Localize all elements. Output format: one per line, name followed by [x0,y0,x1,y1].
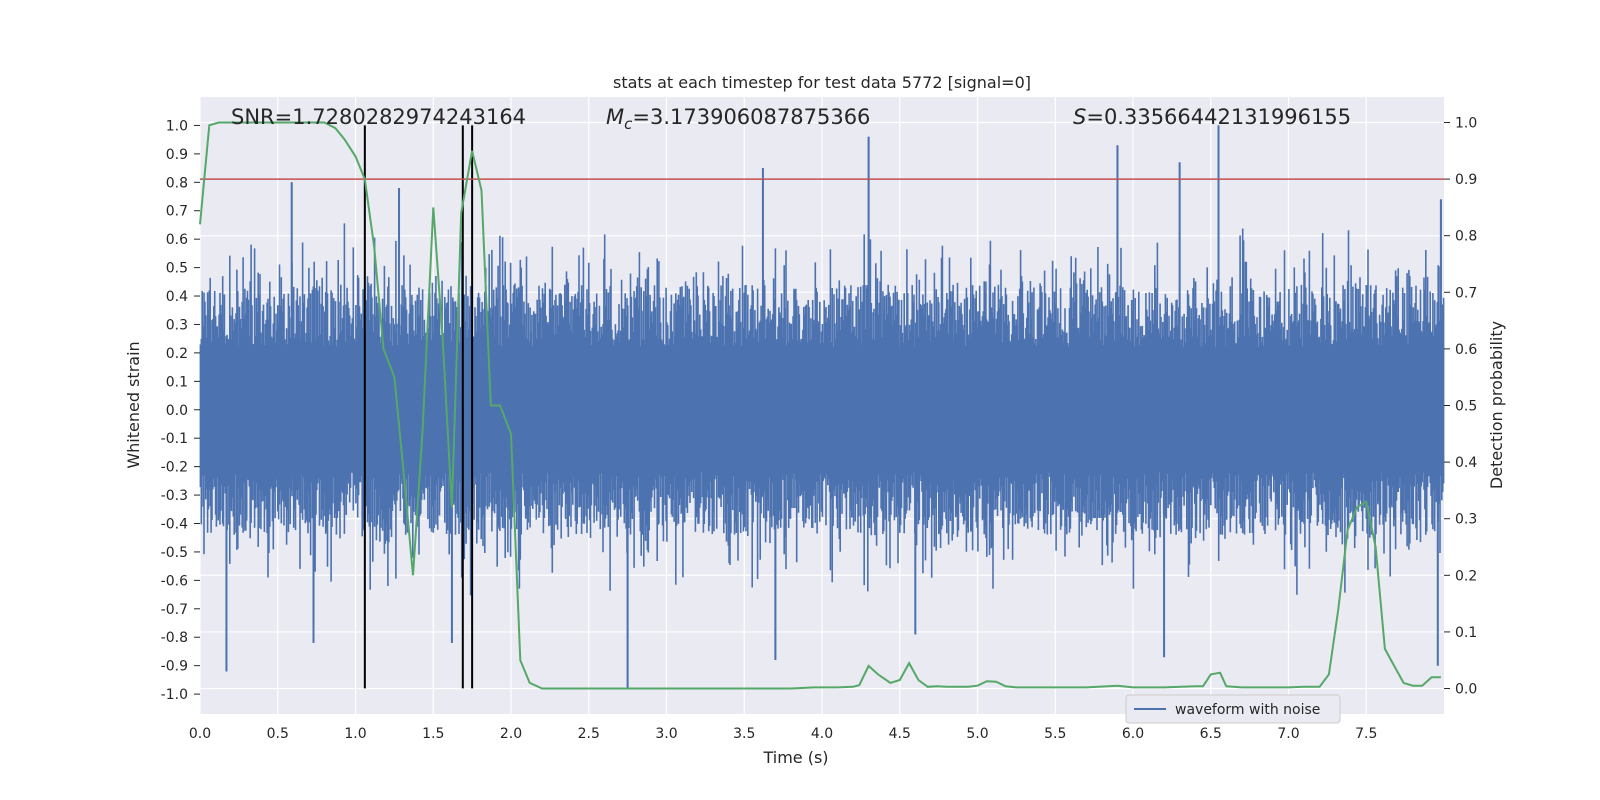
y-left-tick-label: 0.0 [166,403,188,419]
x-tick-label: 4.0 [811,726,833,742]
y-left-tick-label: -0.1 [161,431,188,447]
vertical-markers [363,125,474,689]
y-left-tick-label: 0.5 [166,261,188,277]
y-axis-left-ticks: 1.0 0.9 0.8 0.7 0.6 0.5 0.4 0.3 0.2 0.1 0.0 -0.1 -0.… [161,118,200,703]
x-tick-label: 2.5 [578,726,600,742]
x-tick-label: 6.0 [1122,726,1144,742]
y-right-tick-label: 0.5 [1455,399,1477,415]
y-left-tick-label: -0.9 [161,659,188,675]
y-left-tick-label: 0.1 [166,374,188,390]
legend-box [1125,694,1341,724]
snr-annotation: SNR=1.7280282974243164 [231,105,526,129]
x-tick-label: 3.0 [655,726,677,742]
detection-probability-line [199,121,1441,690]
y-left-tick-label: -0.4 [161,516,188,532]
y-right-tick-label: 0.6 [1455,342,1477,358]
x-tick-label: 1.5 [422,726,444,742]
y-right-tick-label: 1.0 [1455,115,1477,131]
legend: waveform with noise [1125,694,1341,724]
y-axis-left-label: Whitened strain [124,341,143,468]
s-value: =0.33566442131996155 [1086,105,1351,129]
x-tick-label: 1.0 [344,726,366,742]
y-left-tick-label: 0.9 [166,147,188,163]
y-left-tick-label: -1.0 [161,687,188,703]
s-annotation: S=0.33566442131996155 [1073,105,1351,129]
y-right-tick-label: 0.2 [1455,568,1477,584]
y-left-tick-label: 0.3 [166,317,188,333]
y-right-tick-label: 0.9 [1455,172,1477,188]
y-left-tick-label: -0.3 [161,488,188,504]
s-symbol: S [1073,105,1086,129]
chirp-mass-subscript: c [624,115,633,133]
x-tick-label: 5.0 [966,726,988,742]
y-left-tick-label: 0.7 [166,204,188,220]
y-left-tick-label: 1.0 [166,118,188,134]
y-right-tick-label: 0.0 [1455,682,1477,698]
legend-label: waveform with noise [1175,702,1320,718]
x-tick-label: 0.5 [267,726,289,742]
x-tick-label: 0.0 [189,726,211,742]
y-left-tick-label: 0.6 [166,232,188,248]
y-right-tick-label: 0.4 [1455,455,1477,471]
y-left-tick-label: -0.6 [161,573,188,589]
x-tick-label: 4.5 [889,726,911,742]
x-tick-label: 2.0 [500,726,522,742]
x-axis-ticks: 0.0 0.5 1.0 1.5 2.0 2.5 3.0 3.5 4.0 4.5 5.0 5.5 6.0 6… [189,726,1378,742]
y-right-tick-label: 0.3 [1455,512,1477,528]
y-right-tick-label: 0.7 [1455,285,1477,301]
x-tick-label: 7.0 [1277,726,1299,742]
strain-series [199,125,1445,689]
y-left-tick-label: -0.5 [161,545,188,561]
y-axis-right-ticks: 1.0 0.9 0.8 0.7 0.6 0.5 0.4 0.3 0.2 0.1 0.0 [1444,115,1477,698]
strain-core-band [200,350,1444,470]
x-tick-label: 6.5 [1200,726,1222,742]
chart-title: stats at each timestep for test data 577… [613,73,1031,92]
x-tick-label: 5.5 [1044,726,1066,742]
y-left-tick-label: 0.2 [166,346,188,362]
y-left-tick-label: 0.4 [166,289,188,305]
chirp-mass-value: =3.173906087875366 [632,105,870,129]
chirp-mass-annotation: Mc=3.173906087875366 [606,105,870,133]
y-left-tick-label: -0.7 [161,602,188,618]
chirp-mass-symbol: M [606,105,624,129]
x-axis-label: Time (s) [762,748,828,767]
x-tick-label: 3.5 [733,726,755,742]
y-right-tick-label: 0.8 [1455,229,1477,245]
y-left-tick-label: 0.8 [166,175,188,191]
x-tick-label: 7.5 [1355,726,1377,742]
y-right-tick-label: 0.1 [1455,625,1477,641]
y-axis-right-label: Detection probability [1487,321,1506,489]
y-left-tick-label: -0.2 [161,460,188,476]
y-left-tick-label: -0.8 [161,630,188,646]
